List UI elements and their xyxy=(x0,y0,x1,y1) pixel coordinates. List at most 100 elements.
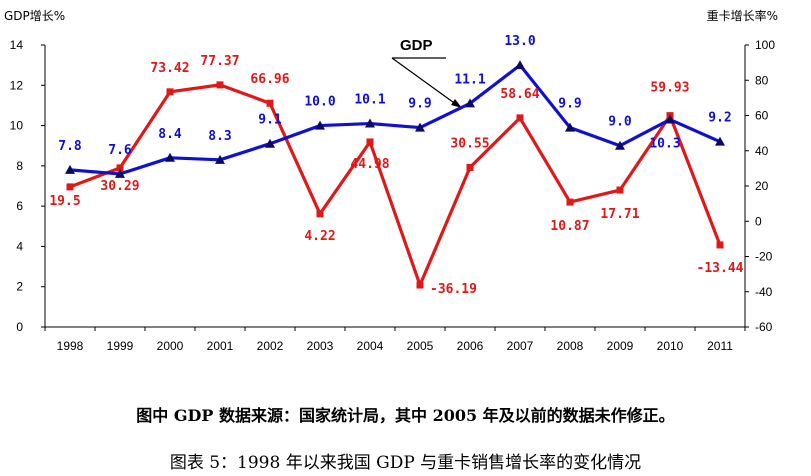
gdp-point xyxy=(515,60,525,70)
left-tick-label: 2 xyxy=(16,280,23,294)
gdp-point xyxy=(665,114,675,124)
truck-data-label: 19.5 xyxy=(49,194,80,209)
truck-point xyxy=(516,114,524,122)
gdp-data-label: 10.0 xyxy=(304,95,335,110)
right-axis-ticks: -60 -40 -20 0 20 40 60 80 100 xyxy=(745,38,775,334)
gdp-data-label: 9.0 xyxy=(608,115,632,130)
x-tick-label: 2009 xyxy=(607,339,634,353)
gdp-point xyxy=(415,122,425,132)
right-tick-label: 60 xyxy=(755,109,769,123)
truck-point xyxy=(716,241,724,249)
gdp-point xyxy=(265,138,275,148)
left-tick-label: 10 xyxy=(10,119,24,133)
truck-data-label: 77.37 xyxy=(200,54,239,69)
left-tick-label: 14 xyxy=(10,38,24,52)
figure-caption: 图表 5：1998 年以来我国 GDP 与重卡销售增长率的变化情况 xyxy=(169,453,642,473)
truck-data-label: 30.29 xyxy=(100,179,139,194)
x-tick-label: 2000 xyxy=(157,339,184,353)
gdp-data-label: 9.9 xyxy=(408,97,431,112)
right-tick-label: -40 xyxy=(755,285,773,299)
truck-point xyxy=(616,186,624,194)
truck-data-label: 66.96 xyxy=(250,72,289,87)
truck-point xyxy=(416,281,424,289)
gdp-data-label: 8.4 xyxy=(158,127,182,142)
x-tick-label: 2005 xyxy=(407,339,434,353)
x-tick-label: 2003 xyxy=(307,339,334,353)
right-tick-label: 100 xyxy=(755,38,775,52)
gdp-annotation-arrowhead xyxy=(451,99,462,108)
x-tick-label: 2007 xyxy=(507,339,534,353)
chart: GDP增长% 重卡增长率% 0 2 4 6 8 10 12 14 -60 -40 -20 0 20 40… xyxy=(4,8,778,353)
left-axis-title: GDP增长% xyxy=(4,9,65,23)
right-tick-label: 40 xyxy=(755,144,769,158)
gdp-point xyxy=(465,98,475,108)
gdp-point xyxy=(615,140,625,150)
truck-data-label: 17.71 xyxy=(600,207,639,222)
source-note: 图中 GDP 数据来源：国家统计局，其中 2005 年及以前的数据未作修正。 xyxy=(136,406,675,425)
x-tick-label: 1998 xyxy=(57,339,84,353)
truck-point xyxy=(166,88,174,96)
gdp-point xyxy=(215,154,225,164)
gdp-data-label: 9.1 xyxy=(258,113,282,128)
gdp-point xyxy=(165,152,175,162)
left-tick-label: 8 xyxy=(16,159,23,173)
truck-data-label: 4.22 xyxy=(304,229,335,244)
truck-data-label: 10.87 xyxy=(550,219,589,234)
truck-point xyxy=(216,81,224,89)
truck-point xyxy=(116,164,124,172)
gdp-data-label: 9.2 xyxy=(708,111,731,126)
truck-point xyxy=(316,210,324,218)
gdp-data-labels: 7.8 7.6 8.4 8.3 9.1 10.0 10.1 9.9 11.1 13.0 9.9 9.0… xyxy=(58,34,731,158)
gdp-point xyxy=(565,122,575,132)
right-tick-label: 20 xyxy=(755,179,769,193)
truck-data-label: 30.55 xyxy=(450,136,489,151)
truck-line xyxy=(69,83,722,287)
truck-data-label: 44.98 xyxy=(350,157,389,172)
gdp-point xyxy=(365,118,375,128)
x-tick-label: 1999 xyxy=(107,339,134,353)
gdp-data-label: 7.6 xyxy=(108,143,132,158)
truck-point xyxy=(66,183,74,191)
gdp-data-label: 7.8 xyxy=(58,139,82,154)
left-tick-label: 4 xyxy=(16,239,23,253)
gdp-annotation-label: GDP xyxy=(400,37,433,54)
x-tick-label: 2011 xyxy=(707,339,733,353)
left-axis-ticks: 0 2 4 6 8 10 12 14 xyxy=(10,38,45,334)
truck-data-label: 59.93 xyxy=(650,81,689,96)
gdp-data-label: 13.0 xyxy=(504,34,535,49)
gdp-point xyxy=(715,136,725,146)
gdp-data-label: 9.9 xyxy=(558,97,581,112)
truck-series xyxy=(66,81,724,289)
gdp-data-label: 10.3 xyxy=(649,137,680,152)
gdp-data-label: 10.1 xyxy=(354,93,385,108)
x-tick-label: 2008 xyxy=(557,339,584,353)
x-axis-ticks: 1998 1999 2000 2001 2002 2003 2004 2005 2006 2007… xyxy=(44,327,746,353)
truck-point xyxy=(466,163,474,171)
left-tick-label: 6 xyxy=(16,199,23,213)
gdp-point xyxy=(315,120,325,130)
truck-data-label: 73.42 xyxy=(150,61,189,76)
series-layer: 7.8 7.6 8.4 8.3 9.1 10.0 10.1 9.9 11.1 13.0 9.9 9.0… xyxy=(49,34,743,297)
right-tick-label: -60 xyxy=(755,320,773,334)
right-axis-title: 重卡增长率% xyxy=(707,8,778,23)
x-tick-label: 2010 xyxy=(657,339,684,353)
right-tick-label: 80 xyxy=(755,73,769,87)
x-tick-label: 2001 xyxy=(207,339,234,353)
right-tick-label: 0 xyxy=(755,214,762,228)
x-tick-label: 2002 xyxy=(257,339,284,353)
right-tick-label: -20 xyxy=(755,250,773,264)
x-tick-label: 2004 xyxy=(357,339,384,353)
gdp-annotation: GDP xyxy=(391,37,462,108)
gdp-data-label: 8.3 xyxy=(208,129,231,144)
truck-data-label: -36.19 xyxy=(430,282,477,297)
truck-point xyxy=(266,99,274,107)
left-tick-label: 12 xyxy=(10,78,24,92)
gdp-series xyxy=(65,60,725,178)
gdp-point xyxy=(115,168,125,178)
truck-point xyxy=(366,138,374,146)
truck-data-labels: 19.5 30.29 73.42 77.37 66.96 4.22 44.98 -36.19 3… xyxy=(49,54,743,297)
truck-point xyxy=(566,198,574,206)
gdp-point xyxy=(65,164,75,174)
left-tick-label: 0 xyxy=(16,320,23,334)
gdp-line xyxy=(69,63,721,176)
